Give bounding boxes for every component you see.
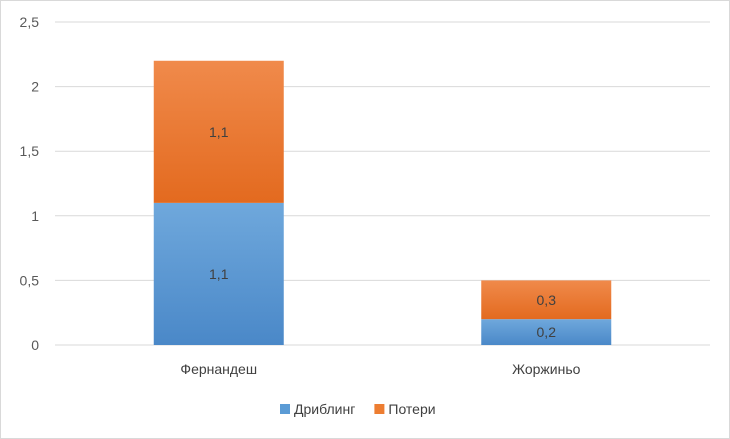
bars — [153, 60, 612, 345]
category-label: Фернандеш — [180, 361, 257, 377]
data-label: 1,1 — [209, 266, 229, 282]
data-labels: 1,1 1,1 0,2 0,3 — [209, 124, 556, 340]
legend-label: Дриблинг — [294, 401, 355, 417]
legend-label: Потери — [388, 401, 435, 417]
data-label: 0,3 — [537, 292, 557, 308]
x-axis-category-labels: Фернандеш Жоржиньо — [180, 361, 580, 377]
y-tick-label: 1,5 — [20, 143, 40, 159]
y-tick-label: 2,5 — [20, 14, 40, 30]
y-axis-tick-labels: 0 0,5 1 1,5 2 2,5 — [20, 14, 40, 353]
data-label: 1,1 — [209, 124, 229, 140]
gridlines — [55, 21, 710, 346]
y-tick-label: 1 — [31, 208, 39, 224]
bar-segment — [481, 319, 612, 345]
legend-swatch — [280, 404, 290, 414]
data-label: 0,2 — [537, 324, 557, 340]
category-label: Жоржиньо — [512, 361, 581, 377]
y-tick-label: 0,5 — [20, 272, 40, 288]
bar-segment — [153, 202, 284, 345]
legend-swatch — [374, 404, 385, 414]
y-tick-label: 0 — [31, 337, 39, 353]
bar-segment — [153, 60, 284, 203]
bar-segment — [481, 280, 612, 320]
legend: Дриблинг Потери — [280, 401, 436, 417]
y-tick-label: 2 — [31, 79, 39, 95]
